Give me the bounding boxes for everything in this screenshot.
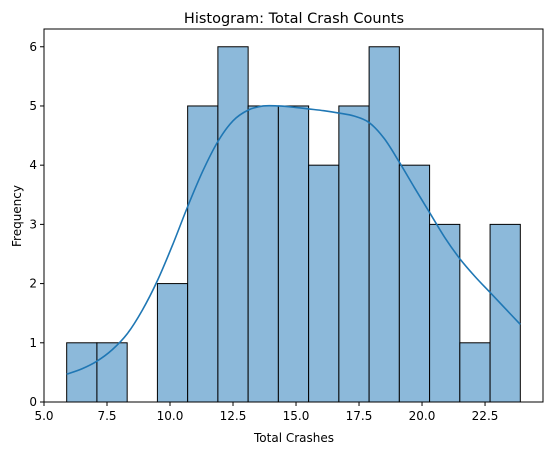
y-tick-label: 2 — [29, 277, 37, 291]
x-tick-label: 20.0 — [409, 409, 436, 423]
histogram-bar — [368, 46, 400, 403]
y-axis-ticks: 0 1 2 3 4 5 6 — [29, 40, 44, 409]
chart-title: Histogram: Total Crash Counts — [184, 11, 404, 27]
histogram-bar — [459, 342, 491, 403]
histogram-bar — [429, 223, 461, 403]
histogram-bar — [277, 105, 310, 403]
histogram-bar — [187, 105, 219, 403]
x-tick-label: 17.5 — [346, 409, 373, 423]
y-tick-label: 0 — [29, 395, 37, 409]
histogram-bar — [398, 164, 431, 403]
plot-frame — [43, 28, 544, 403]
y-axis-label: Frequency — [10, 185, 24, 247]
x-tick-label: 22.5 — [472, 409, 499, 423]
x-tick-label: 10.0 — [157, 409, 184, 423]
bars-group — [66, 46, 521, 403]
x-tick-label: 15.0 — [283, 409, 310, 423]
x-tick-label: 7.5 — [97, 409, 116, 423]
y-tick-label: 1 — [29, 336, 37, 350]
histogram-bar — [338, 105, 370, 403]
x-tick-label: 5.0 — [34, 409, 53, 423]
y-tick-label: 6 — [29, 40, 37, 54]
histogram-bar — [96, 342, 128, 403]
histogram-bar — [156, 283, 189, 403]
histogram-bar — [489, 223, 521, 403]
histogram-bar — [217, 46, 249, 403]
histogram-bar — [308, 164, 340, 403]
x-axis-ticks: 5.0 7.5 10.0 12.5 15.0 17.5 20.0 22.5 — [34, 402, 498, 423]
y-tick-label: 5 — [29, 99, 37, 113]
kde-curve — [66, 104, 521, 375]
y-tick-label: 4 — [29, 158, 37, 172]
x-tick-label: 12.5 — [220, 409, 247, 423]
y-tick-label: 3 — [29, 217, 37, 231]
histogram-bar — [247, 105, 279, 403]
x-axis-label: Total Crashes — [253, 431, 334, 445]
